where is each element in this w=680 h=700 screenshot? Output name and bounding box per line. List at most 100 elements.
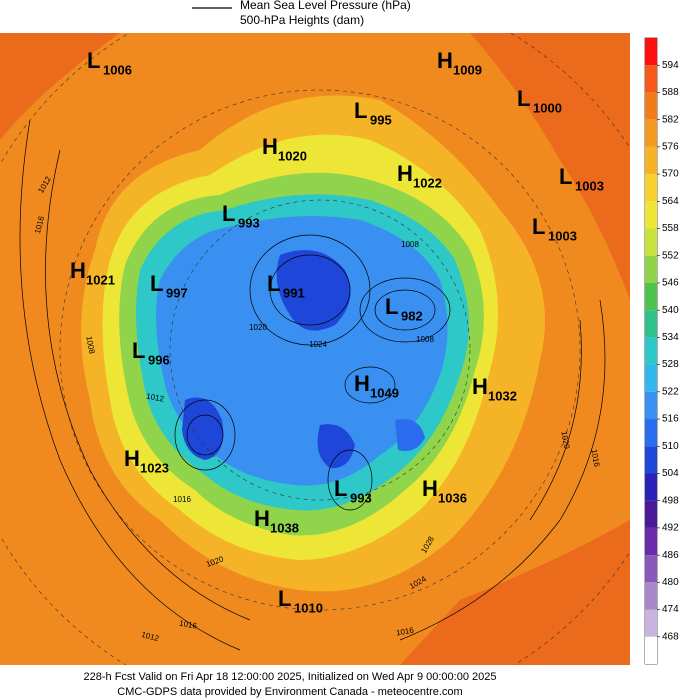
- legend-label: 500-hPa Heights (dam): [240, 13, 364, 27]
- colorbar-cell: [645, 500, 657, 528]
- center-pressure: 995: [370, 112, 392, 127]
- colorbar-label: 522: [662, 386, 679, 397]
- colorbar-label: 558: [662, 223, 679, 234]
- colorbar-cell: [645, 364, 657, 392]
- colorbar-cell: [645, 282, 657, 311]
- colorbar-cell: [645, 65, 657, 93]
- center-pressure: 1003: [575, 178, 604, 193]
- center-letter: L: [334, 476, 347, 501]
- center-letter: L: [132, 338, 145, 363]
- center-letter: L: [385, 294, 398, 319]
- colorbar-cell: [645, 255, 657, 283]
- isobar-label: 1012: [146, 392, 166, 404]
- isobar-label: 1008: [84, 335, 96, 355]
- center-letter: H: [397, 161, 413, 186]
- isobar-label: 1016: [173, 495, 191, 504]
- center-letter: L: [222, 201, 235, 226]
- center-pressure: 993: [350, 490, 372, 505]
- warm-area: [470, 33, 630, 300]
- center-pressure: 996: [148, 352, 170, 367]
- height-band: [395, 419, 425, 452]
- isobar-label: 1020: [559, 430, 571, 450]
- colorbar-label: 570: [662, 169, 679, 180]
- colorbar-label: 564: [662, 196, 679, 207]
- center-pressure: 993: [238, 215, 260, 230]
- center-letter: L: [517, 86, 530, 111]
- center-pressure: 1000: [533, 100, 562, 115]
- center-pressure: 1038: [270, 520, 299, 535]
- colorbar-label: 576: [662, 142, 679, 153]
- center-pressure: 1006: [103, 62, 132, 77]
- colorbar-label: 546: [662, 278, 679, 289]
- center-letter: H: [262, 134, 278, 159]
- colorbar-label: 540: [662, 305, 679, 316]
- center-pressure: 1003: [548, 228, 577, 243]
- colorbar-label: 528: [662, 359, 679, 370]
- colorbar-label: 588: [662, 87, 679, 98]
- center-pressure: 1023: [140, 460, 169, 475]
- footer: 228-h Fcst Valid on Fri Apr 18 12:00:00 …: [84, 671, 497, 683]
- isobar-label: 1016: [179, 619, 199, 631]
- center-pressure: 1009: [453, 62, 482, 77]
- center-pressure: 982: [401, 308, 423, 323]
- isobar-label: 1024: [309, 340, 327, 349]
- colorbar-cell: [645, 201, 657, 229]
- colorbar-label: 582: [662, 114, 679, 125]
- colorbar-cell: [645, 555, 657, 583]
- isobar-label: 1016: [395, 626, 415, 638]
- center-letter: H: [472, 374, 488, 399]
- colorbar-cell: [645, 636, 657, 664]
- center-pressure: 1010: [294, 600, 323, 615]
- center-pressure: 1036: [438, 490, 467, 505]
- center-letter: H: [70, 258, 86, 283]
- colorbar-cell: [645, 609, 657, 637]
- center-letter: L: [532, 214, 545, 239]
- isobar-label: 1020: [249, 323, 267, 332]
- colorbar-cell: [645, 337, 657, 365]
- colorbar-cell: [645, 582, 657, 610]
- center-pressure: 1022: [413, 175, 442, 190]
- height-band: [317, 424, 355, 469]
- height-band: [276, 250, 351, 331]
- colorbar-label: 468: [662, 631, 679, 642]
- center-letter: L: [87, 48, 100, 73]
- warm-area: [0, 33, 120, 140]
- center-pressure: 1020: [278, 148, 307, 163]
- center-pressure: 1032: [488, 388, 517, 403]
- colorbar-label: 492: [662, 523, 679, 534]
- colorbar-cell: [645, 119, 657, 147]
- colorbar-cell: [645, 419, 657, 447]
- center-pressure: 1049: [370, 385, 399, 400]
- center-letter: H: [124, 446, 140, 471]
- colorbar-cell: [645, 310, 657, 338]
- colorbar-label: 594: [662, 60, 679, 71]
- colorbar-cell: [645, 527, 657, 556]
- center-letter: L: [354, 98, 367, 123]
- colorbar-label: 498: [662, 495, 679, 506]
- colorbar-cell: [645, 446, 657, 474]
- center-letter: L: [150, 271, 163, 296]
- center-pressure: 991: [283, 285, 305, 300]
- isobar-label: 1008: [401, 240, 419, 249]
- colorbar-cell: [645, 146, 657, 175]
- footer: CMC-GDPS data provided by Environment Ca…: [117, 686, 462, 698]
- center-pressure: 997: [166, 285, 188, 300]
- colorbar-label: 474: [662, 604, 679, 615]
- height-band: [156, 216, 448, 486]
- center-letter: L: [278, 586, 291, 611]
- colorbar-cell: [645, 391, 657, 420]
- colorbar-label: 504: [662, 468, 679, 479]
- colorbar-label: 510: [662, 441, 679, 452]
- center-letter: H: [437, 48, 453, 73]
- height-band: [182, 397, 224, 460]
- colorbar-label: 486: [662, 550, 679, 561]
- center-letter: H: [254, 506, 270, 531]
- colorbar-label: 552: [662, 250, 679, 261]
- center-letter: H: [354, 371, 370, 396]
- colorbar-cell: [645, 38, 657, 66]
- isobar-label: 1008: [416, 335, 434, 344]
- colorbar-label: 480: [662, 577, 679, 588]
